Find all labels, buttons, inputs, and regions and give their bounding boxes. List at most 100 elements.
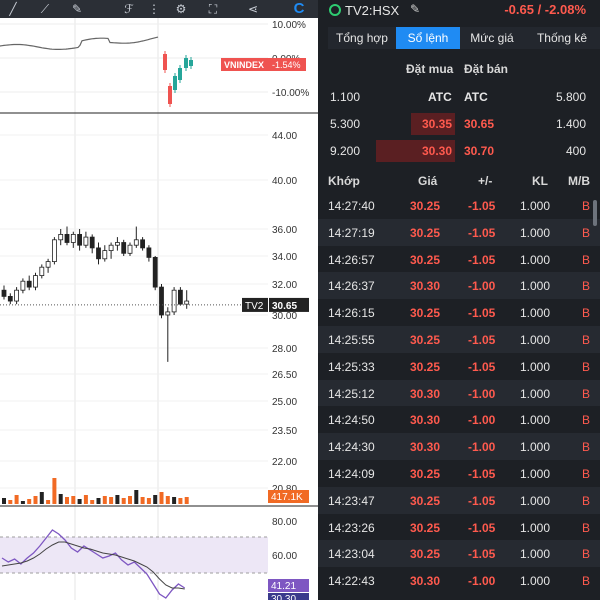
candle-body (77, 233, 82, 246)
trade-price: 30.25 (410, 359, 441, 374)
ask-price[interactable]: 30.65 (464, 117, 495, 131)
bid-price[interactable]: 30.35 (422, 117, 453, 131)
trade-side: B (582, 386, 591, 401)
axis-tick-label: 20.80 (272, 484, 297, 495)
rsi-signal-bg (268, 593, 309, 600)
trade-change: -1.05 (468, 547, 496, 562)
scrollbar[interactable] (593, 200, 597, 226)
candle-body (26, 280, 32, 288)
axis-tick-label: -10.00% (272, 88, 309, 99)
trade-volume: 1.000 (520, 547, 551, 562)
draw-line-icon[interactable]: ╱ (9, 2, 17, 16)
fullscreen-icon[interactable]: ⛶ (208, 2, 218, 16)
trade-side: B (582, 493, 591, 508)
trade-volume: 1.000 (520, 252, 551, 267)
tab-statistics[interactable]: Thống kê (536, 31, 588, 45)
candle-body (127, 244, 133, 254)
panel-header: TV2:HSX ✎ -0.65 / -2.08% (318, 0, 600, 22)
axis-tick-label: 23.50 (272, 426, 297, 437)
axis-tick-label: 80.00 (272, 517, 297, 528)
ask-volume: 5.800 (555, 90, 586, 104)
price-chart[interactable]: ╱ ⟋ ✎ ℱ ⋮ ⚙ ⛶ ⋖ C 10.00%0.00%-10.00%VNIN… (0, 0, 318, 600)
panel-tabs: Tổng hợp Sổ lệnh Mức giá Thống kê (328, 27, 600, 49)
candle-body (177, 289, 183, 305)
bid-price[interactable]: ATC (428, 90, 452, 104)
candle-body (52, 239, 57, 263)
volume-bar (8, 500, 13, 504)
candle-body (152, 256, 158, 288)
settings-icon[interactable]: ⚙ (175, 2, 187, 16)
volume-bar (121, 498, 126, 504)
trade-price: 30.30 (410, 413, 441, 428)
trade-volume: 1.000 (520, 386, 551, 401)
trade-volume: 1.000 (520, 279, 551, 294)
order-book-row: 5.300 30.35 30.65 1.400 (318, 113, 600, 135)
axis-tick-label: 26.50 (272, 370, 297, 381)
candle-body (7, 295, 13, 302)
trade-price: 30.25 (410, 306, 441, 321)
volume-bar (83, 495, 88, 504)
trade-time: 14:22:43 (328, 574, 375, 589)
trade-volume: 1.000 (520, 574, 551, 589)
volume-bar (102, 496, 107, 504)
tab-price-levels[interactable]: Mức giá (470, 31, 514, 45)
tab-order-book[interactable]: Sổ lệnh (396, 27, 460, 49)
share-icon[interactable]: ⋖ (247, 2, 259, 16)
trade-row: 14:24:09 30.25 -1.05 1.000 B (318, 460, 600, 487)
candle-body (102, 250, 108, 260)
trade-volume: 1.000 (520, 493, 551, 508)
trade-row: 14:24:50 30.30 -1.00 1.000 B (318, 406, 600, 433)
trade-change: -1.05 (468, 466, 496, 481)
trade-time: 14:24:09 (328, 466, 375, 481)
ask-price[interactable]: ATC (464, 90, 488, 104)
volume-bar (77, 499, 82, 504)
trade-row: 14:27:40 30.25 -1.05 1.000 B (318, 192, 600, 219)
candle-body (140, 239, 146, 249)
bid-header: Đặt mua (406, 62, 454, 76)
bid-price[interactable]: 30.30 (422, 144, 453, 158)
index-candle (168, 86, 172, 104)
symbol-name[interactable]: TV2:HSX (345, 3, 400, 18)
trade-row: 14:25:55 30.25 -1.05 1.000 B (318, 325, 600, 353)
volume-bar (52, 478, 57, 504)
fib-icon[interactable]: ℱ (124, 2, 134, 16)
order-book-row: 1.100 ATC ATC 5.800 (318, 86, 600, 108)
axis-tick-label: 36.00 (272, 225, 297, 236)
measure-icon[interactable]: ⋮ (148, 2, 160, 16)
ask-price[interactable]: 30.70 (464, 144, 495, 158)
trade-row: 14:26:57 30.25 -1.05 1.000 B (318, 246, 600, 273)
trade-volume: 1.000 (520, 225, 551, 240)
volume-bar (140, 497, 145, 504)
trade-price: 30.30 (410, 386, 441, 401)
candle-body (171, 289, 177, 313)
bid-volume: 1.100 (330, 90, 361, 104)
tab-summary[interactable]: Tổng hợp (336, 31, 388, 45)
candle-body (14, 289, 20, 302)
edit-icon[interactable]: ✎ (410, 2, 421, 16)
volume-bar (159, 492, 164, 504)
trade-list[interactable]: 14:27:40 30.25 -1.05 1.000 B 14:27:19 30.25 -1.… (318, 192, 600, 594)
price-header: Giá (418, 174, 438, 188)
trade-volume: 1.000 (520, 413, 551, 428)
time-header: Khớp (328, 174, 360, 188)
trade-price: 30.25 (410, 547, 441, 562)
chart-toolbar: ╱ ⟋ ✎ ℱ ⋮ ⚙ ⛶ ⋖ C (0, 0, 318, 18)
index-change: -1.54% (272, 60, 301, 70)
volume-tag: 417.1K (271, 492, 303, 503)
trade-time: 14:23:04 (328, 547, 375, 562)
brush-icon[interactable]: ✎ (71, 2, 83, 16)
trade-volume: 1.000 (520, 466, 551, 481)
trade-change: -1.05 (468, 359, 496, 374)
trade-side: B (582, 466, 591, 481)
volume-bar (178, 498, 183, 504)
volume-bar (165, 496, 170, 504)
trade-time: 14:23:26 (328, 520, 375, 535)
axis-tick-label: 10.00% (272, 20, 306, 31)
index-candle (163, 54, 167, 70)
chart-canvas[interactable]: 10.00%0.00%-10.00%VNINDEX-1.54%44.0040.0… (0, 18, 318, 600)
trade-side: B (582, 547, 591, 562)
trade-time: 14:24:50 (328, 413, 375, 428)
trend-line-icon[interactable]: ⟋ (40, 2, 50, 16)
trade-time: 14:26:37 (328, 279, 375, 294)
ask-volume: 400 (565, 144, 586, 158)
